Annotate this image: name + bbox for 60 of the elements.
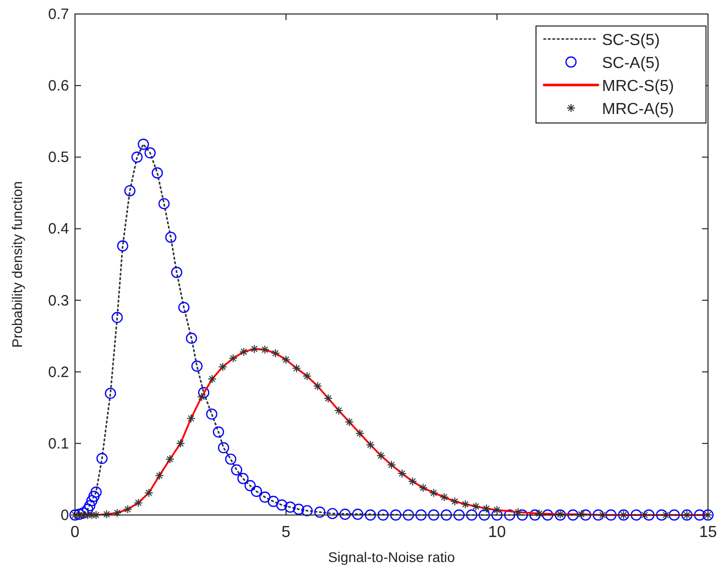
point xyxy=(250,344,259,354)
point xyxy=(440,492,449,502)
point xyxy=(313,382,322,391)
point xyxy=(408,476,418,486)
point xyxy=(102,510,112,519)
point xyxy=(576,510,586,519)
legend-label: MRC-A(5) xyxy=(602,101,674,118)
x-tick-label: 15 xyxy=(699,524,717,541)
point xyxy=(270,348,280,358)
point xyxy=(534,509,544,518)
y-tick-label: 0.1 xyxy=(48,435,69,452)
legend-label: SC-S(5) xyxy=(602,32,660,49)
y-tick-label: 0.6 xyxy=(48,78,69,95)
point xyxy=(376,451,386,460)
point xyxy=(144,488,154,498)
point xyxy=(239,347,248,356)
point xyxy=(176,438,185,448)
x-tick-label: 5 xyxy=(282,524,291,541)
point xyxy=(492,505,502,514)
point xyxy=(292,364,302,373)
point xyxy=(460,500,470,509)
point xyxy=(471,502,480,511)
point xyxy=(418,483,428,492)
point xyxy=(398,468,407,478)
point xyxy=(228,354,238,363)
point xyxy=(344,417,354,426)
point xyxy=(387,460,396,470)
y-tick-label: 0.5 xyxy=(48,149,69,166)
point xyxy=(598,510,607,520)
point xyxy=(197,392,206,402)
x-tick-label: 0 xyxy=(70,524,80,541)
point xyxy=(450,496,460,506)
y-tick-label: 0 xyxy=(60,507,69,524)
point xyxy=(302,372,312,381)
point xyxy=(514,508,523,517)
y-tick-label: 0.3 xyxy=(48,292,69,310)
point xyxy=(282,355,290,364)
legend-label: MRC-S(5) xyxy=(602,78,674,95)
point xyxy=(324,394,333,403)
x-axis-title: Signal-to-Noise ratio xyxy=(328,549,456,565)
point xyxy=(112,508,122,518)
x-tick-label: 10 xyxy=(488,524,506,541)
point xyxy=(334,406,344,416)
point xyxy=(165,454,174,464)
legend-label: SC-A(5) xyxy=(602,55,660,72)
y-tick-label: 0.7 xyxy=(48,6,69,23)
point xyxy=(123,504,132,514)
point xyxy=(260,345,270,354)
point xyxy=(355,428,364,438)
y-tick-label: 0.2 xyxy=(48,364,69,381)
point xyxy=(134,498,143,508)
y-axis-title: Probability density function xyxy=(9,181,25,348)
point xyxy=(482,504,491,514)
point xyxy=(186,414,196,423)
point xyxy=(366,440,375,450)
point xyxy=(154,471,164,480)
point xyxy=(429,488,438,498)
y-tick-label: 0.4 xyxy=(48,220,69,238)
point xyxy=(208,374,217,384)
point xyxy=(218,362,228,372)
